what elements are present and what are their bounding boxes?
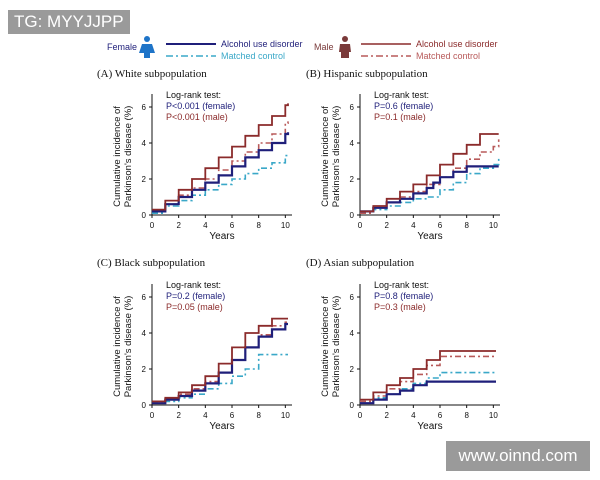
logrank-title: Log-rank test:: [374, 90, 429, 100]
legend-female-ctrl-label: Matched control: [221, 51, 285, 61]
p-value-female: P=0.8 (female): [374, 291, 433, 301]
x-tick-label: 10: [489, 411, 498, 420]
y-axis-label: Cumulative incidence ofParkinson's disea…: [112, 296, 134, 398]
legend-male-ctrl-label: Matched control: [416, 51, 480, 61]
series-line-male-aud: [152, 317, 288, 403]
x-tick-label: 2: [384, 221, 389, 230]
x-tick-label: 2: [176, 411, 181, 420]
series-line-female-aud: [152, 132, 290, 213]
y-tick-label: 6: [142, 293, 147, 302]
p-value-male: P=0.1 (male): [374, 112, 426, 122]
logrank-title: Log-rank test:: [374, 280, 429, 290]
series-line-male-aud: [360, 350, 496, 401]
chart-panel-3: (C) Black subpopulation 0 2 4 6 0 2 4 6 8 10 Years C…: [97, 257, 292, 432]
x-tick-label: 2: [384, 411, 389, 420]
series-line-male-ctrl: [152, 121, 289, 213]
x-tick-label: 10: [281, 411, 290, 420]
x-axis-label: Years: [209, 421, 234, 432]
x-tick-label: 6: [230, 411, 235, 420]
y-axis-label-text: Cumulative incidence ofParkinson's disea…: [320, 106, 342, 208]
legend-female-label: Female: [107, 42, 137, 52]
p-value-female: P=0.2 (female): [166, 291, 225, 301]
x-axis-label: Years: [209, 231, 234, 242]
male-person-icon: [339, 36, 351, 58]
chart-panel-4: (D) Asian subpopulation 0 2 4 6 0 2 4 6 8 10 Years C…: [306, 257, 500, 432]
legend-female-aud-label: Alcohol use disorder: [221, 39, 303, 49]
y-tick-label: 4: [142, 139, 147, 148]
x-tick-label: 8: [256, 221, 261, 230]
y-tick-label: 4: [350, 329, 355, 338]
x-tick-label: 8: [256, 411, 261, 420]
legend-male-label: Male: [314, 42, 334, 52]
logrank-title: Log-rank test:: [166, 280, 221, 290]
p-value-female: P=0.6 (female): [374, 101, 433, 111]
panel-title: (C) Black subpopulation: [97, 257, 206, 269]
y-tick-label: 6: [350, 103, 355, 112]
x-tick-label: 0: [358, 411, 363, 420]
y-axis-label-text: Cumulative incidence ofParkinson's disea…: [112, 296, 134, 398]
chart-panel-1: (A) White subpopulation 0 2 4 6 0 2 4 6 8 10 Years C…: [97, 68, 292, 242]
y-axis-label-text: Cumulative incidence ofParkinson's disea…: [320, 296, 342, 398]
x-tick-label: 4: [411, 411, 416, 420]
x-tick-label: 0: [150, 221, 155, 230]
y-tick-label: 2: [350, 175, 355, 184]
legend-male-aud-label: Alcohol use disorder: [416, 39, 498, 49]
y-axis-label: Cumulative incidence ofParkinson's disea…: [320, 296, 342, 398]
y-tick-label: 4: [142, 329, 147, 338]
y-tick-label: 4: [350, 139, 355, 148]
chart-panel-2: (B) Hispanic subpopulation 0 2 4 6 0 2 4 6 8 10 Yea…: [306, 68, 500, 242]
female-person-icon: [139, 36, 155, 58]
x-tick-label: 2: [176, 221, 181, 230]
p-value-male: P=0.3 (male): [374, 302, 426, 312]
x-tick-label: 4: [203, 221, 208, 230]
x-axis-label: Years: [417, 421, 442, 432]
y-tick-label: 0: [350, 211, 355, 220]
y-tick-label: 6: [142, 103, 147, 112]
series-line-male-aud: [152, 103, 289, 211]
x-tick-label: 4: [203, 411, 208, 420]
y-axis-label-text: Cumulative incidence ofParkinson's disea…: [112, 106, 134, 208]
series-line-male-aud: [360, 133, 499, 213]
y-tick-label: 0: [142, 211, 147, 220]
x-tick-label: 4: [411, 221, 416, 230]
panel-title: (B) Hispanic subpopulation: [306, 68, 428, 80]
watermark-top-left: TG: MYYJJPP: [8, 10, 130, 34]
logrank-title: Log-rank test:: [166, 90, 221, 100]
y-axis-label: Cumulative incidence ofParkinson's disea…: [112, 106, 134, 208]
x-tick-label: 8: [464, 221, 469, 230]
y-tick-label: 0: [142, 401, 147, 410]
x-tick-label: 6: [230, 221, 235, 230]
x-tick-label: 10: [489, 221, 498, 230]
series-line-female-ctrl: [152, 353, 288, 404]
x-axis-label: Years: [417, 231, 442, 242]
y-tick-label: 2: [142, 175, 147, 184]
p-value-male: P=0.05 (male): [166, 302, 223, 312]
chart-panels: (A) White subpopulation 0 2 4 6 0 2 4 6 8 10 Years C…: [97, 68, 500, 432]
x-tick-label: 0: [358, 221, 363, 230]
x-tick-label: 10: [281, 221, 290, 230]
y-tick-label: 0: [350, 401, 355, 410]
y-axis-label: Cumulative incidence ofParkinson's disea…: [320, 106, 342, 208]
series-line-female-aud: [360, 380, 496, 405]
y-tick-label: 2: [142, 365, 147, 374]
series-line-female-ctrl: [360, 371, 496, 404]
panel-title: (A) White subpopulation: [97, 68, 207, 80]
y-tick-label: 6: [350, 293, 355, 302]
p-value-female: P<0.001 (female): [166, 101, 235, 111]
p-value-male: P<0.001 (male): [166, 112, 228, 122]
y-tick-label: 2: [350, 365, 355, 374]
series-line-male-ctrl: [360, 139, 500, 214]
x-tick-label: 8: [464, 411, 469, 420]
panel-title: (D) Asian subpopulation: [306, 257, 415, 269]
x-tick-label: 6: [438, 221, 443, 230]
series-line-male-ctrl: [360, 355, 496, 403]
watermark-bottom-right: www.oinnd.com: [446, 441, 590, 471]
x-tick-label: 0: [150, 411, 155, 420]
x-tick-label: 6: [438, 411, 443, 420]
